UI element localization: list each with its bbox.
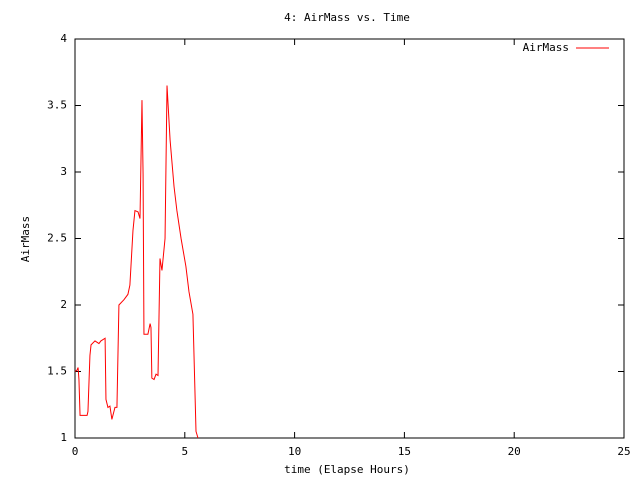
x-tick-label: 15 <box>398 445 411 458</box>
y-tick-label: 3 <box>60 165 67 178</box>
y-tick-label: 2.5 <box>47 232 67 245</box>
x-tick-label: 0 <box>72 445 79 458</box>
y-tick-label: 3.5 <box>47 99 67 112</box>
chart-title: 4: AirMass vs. Time <box>284 11 410 24</box>
y-tick-label: 4 <box>60 32 67 45</box>
y-tick-label: 1 <box>60 431 67 444</box>
y-axis-label: AirMass <box>19 216 32 262</box>
legend-label: AirMass <box>523 41 569 54</box>
y-tick-label: 2 <box>60 298 67 311</box>
y-tick-label: 1.5 <box>47 365 67 378</box>
data-line <box>74 85 199 439</box>
x-tick-label: 10 <box>288 445 301 458</box>
plot-border <box>74 38 625 439</box>
x-tick-label: 5 <box>181 445 188 458</box>
x-axis-label: time (Elapse Hours) <box>284 463 410 476</box>
x-tick-label: 25 <box>617 445 630 458</box>
x-tick-label: 20 <box>508 445 521 458</box>
